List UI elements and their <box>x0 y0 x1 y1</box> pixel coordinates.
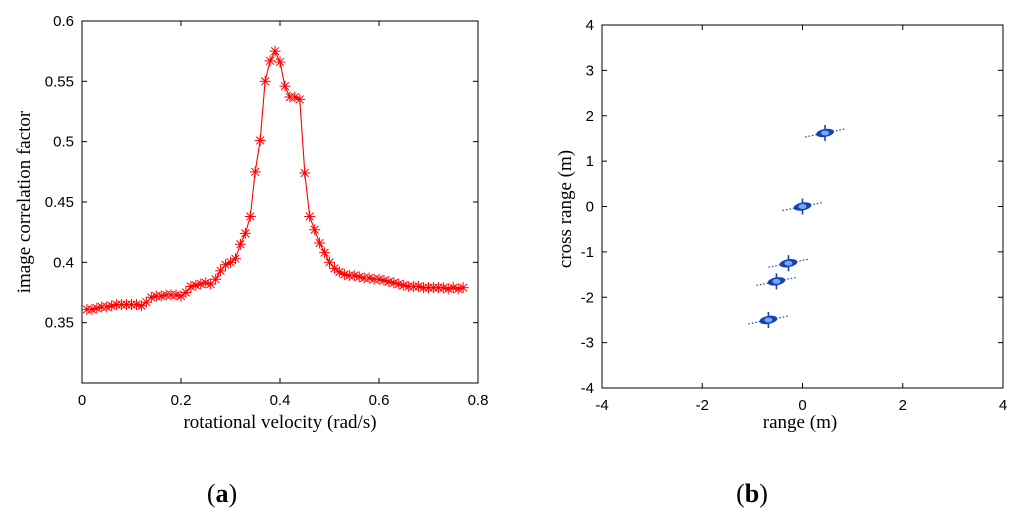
panel-a-plot-frame <box>81 20 479 384</box>
a-ytick-label-1: 0.4 <box>53 254 74 271</box>
panel-b-ticks: -4 -2 0 2 4 -4 -3 -2 -1 0 1 2 3 4 <box>581 17 1008 414</box>
a-data-point <box>289 91 301 103</box>
panel-a-ticks: 0 0.2 0.4 0.6 0.8 0.35 0.4 0.45 0.5 0.55 0.6 <box>45 13 489 409</box>
panel-a-y-axis-label: image correlation factor <box>14 110 35 293</box>
a-ytick-label-3: 0.5 <box>53 134 74 151</box>
b-xtick-label-4: 4 <box>999 397 1007 414</box>
a-ytick-label-5: 0.6 <box>53 13 74 30</box>
a-data-point <box>279 80 291 92</box>
b-ytick-label-7: 3 <box>586 62 594 79</box>
a-data-point <box>314 237 326 249</box>
a-data-point <box>338 268 350 280</box>
b-scatterer-blob <box>804 124 846 141</box>
b-xtick-label-3: 2 <box>899 397 907 414</box>
a-data-point <box>234 238 246 250</box>
a-data-point <box>274 56 286 68</box>
b-xtick-label-1: -2 <box>696 397 709 414</box>
a-data-point <box>244 210 256 222</box>
b-scatterer-blob <box>756 273 797 290</box>
a-data-point <box>135 300 147 312</box>
a-data-point <box>299 167 311 179</box>
a-ytick-label-4: 0.55 <box>45 73 74 90</box>
a-xtick-label-4: 0.8 <box>468 392 489 409</box>
panel-a-x-axis-label: rotational velocity (rad/s) <box>183 412 376 433</box>
b-ytick-label-8: 4 <box>586 17 594 34</box>
a-data-point <box>294 93 306 105</box>
a-xtick-label-2: 0.4 <box>270 392 291 409</box>
a-ytick-label-0: 0.35 <box>45 315 74 332</box>
caption-a-letter: a <box>216 479 229 508</box>
caption-b-open: ( <box>736 479 745 508</box>
caption-a: (a) <box>207 479 237 508</box>
b-ytick-label-4: 0 <box>586 199 594 216</box>
a-data-point <box>324 256 335 268</box>
caption-a-close: ) <box>229 479 238 508</box>
a-data-point <box>457 282 469 294</box>
a-xtick-label-0: 0 <box>78 392 86 409</box>
b-scatterer-blob <box>748 311 789 328</box>
b-ytick-label-1: -3 <box>581 335 594 352</box>
b-scatterer-blob <box>782 198 823 215</box>
b-ytick-label-2: -2 <box>581 289 594 306</box>
b-xtick-label-0: -4 <box>595 397 608 414</box>
caption-b: (b) <box>736 479 768 508</box>
a-data-point <box>254 134 266 146</box>
a-data-point <box>215 265 227 277</box>
a-xtick-label-3: 0.6 <box>369 392 390 409</box>
panel-b-chart: -4 -2 0 2 4 -4 -3 -2 -1 0 1 2 3 4 range (m) cross ran… <box>555 17 1007 433</box>
b-ytick-label-0: -4 <box>581 380 594 397</box>
panel-b-y-axis-label: cross range (m) <box>555 150 576 268</box>
a-data-point <box>259 75 271 87</box>
a-data-point <box>269 45 281 57</box>
a-data-point <box>180 287 192 298</box>
a-data-point <box>210 273 222 285</box>
panel-a-markers <box>81 45 469 315</box>
a-data-point <box>378 274 390 286</box>
a-data-point <box>348 270 360 282</box>
a-data-point <box>249 166 261 178</box>
b-ytick-label-5: 1 <box>586 153 594 170</box>
caption-b-letter: b <box>745 479 759 508</box>
a-data-point <box>229 253 241 265</box>
a-data-point <box>309 224 321 236</box>
caption-b-close: ) <box>759 479 768 508</box>
panel-a-series-line <box>87 49 464 310</box>
b-ytick-label-3: -1 <box>581 244 594 261</box>
a-ytick-label-2: 0.45 <box>45 194 74 211</box>
panel-a-chart: 0 0.2 0.4 0.6 0.8 0.35 0.4 0.45 0.5 0.55 0.6 rotat… <box>14 13 488 433</box>
b-xtick-label-2: 0 <box>798 397 806 414</box>
a-xtick-label-1: 0.2 <box>171 392 192 409</box>
a-data-point <box>304 210 316 222</box>
a-data-point <box>264 55 276 67</box>
panel-b-x-axis-label: range (m) <box>763 412 837 433</box>
b-ytick-label-6: 2 <box>586 108 594 125</box>
panel-b-points <box>748 124 846 328</box>
a-data-point <box>373 273 385 285</box>
a-data-point <box>319 247 331 259</box>
a-data-point <box>239 227 251 239</box>
b-scatterer-blob <box>768 255 809 272</box>
caption-a-open: ( <box>207 479 216 508</box>
a-data-point <box>185 280 197 292</box>
